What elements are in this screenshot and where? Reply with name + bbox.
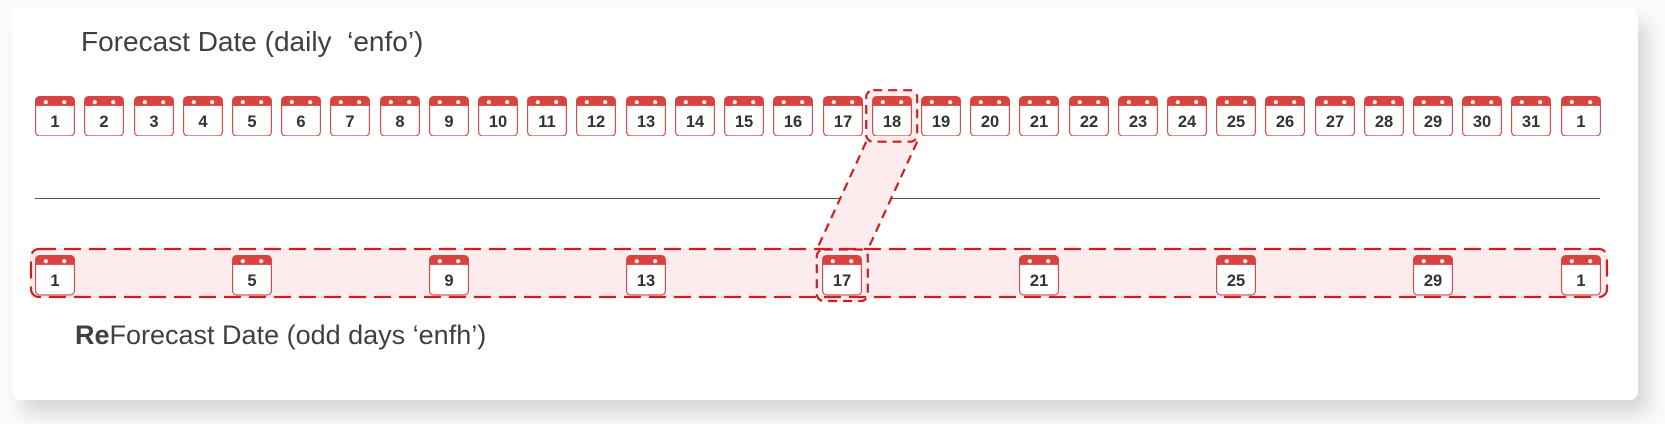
svg-text:2: 2	[100, 113, 109, 131]
svg-text:16: 16	[784, 113, 802, 131]
svg-text:5: 5	[247, 113, 256, 131]
svg-text:1: 1	[1576, 113, 1585, 131]
svg-text:10: 10	[489, 113, 507, 131]
svg-text:20: 20	[981, 113, 999, 131]
svg-text:18: 18	[883, 113, 901, 131]
svg-text:21: 21	[1030, 113, 1048, 131]
svg-text:3: 3	[149, 113, 158, 131]
svg-text:12: 12	[587, 113, 605, 131]
svg-text:19: 19	[932, 113, 950, 131]
svg-text:1: 1	[1576, 272, 1585, 290]
svg-text:23: 23	[1129, 113, 1147, 131]
svg-text:25: 25	[1227, 113, 1245, 131]
svg-text:17: 17	[833, 113, 851, 131]
svg-text:1: 1	[51, 113, 60, 131]
svg-text:15: 15	[735, 113, 753, 131]
svg-text:8: 8	[395, 113, 404, 131]
svg-text:24: 24	[1178, 113, 1197, 131]
svg-text:5: 5	[247, 272, 256, 290]
svg-text:31: 31	[1522, 113, 1540, 131]
svg-text:7: 7	[346, 113, 355, 131]
svg-text:25: 25	[1227, 272, 1245, 290]
svg-text:22: 22	[1079, 113, 1097, 131]
svg-text:13: 13	[636, 113, 654, 131]
svg-text:21: 21	[1030, 272, 1048, 290]
svg-text:14: 14	[686, 113, 705, 131]
svg-text:9: 9	[444, 113, 453, 131]
svg-text:1: 1	[51, 272, 60, 290]
svg-text:29: 29	[1424, 113, 1442, 131]
svg-text:9: 9	[444, 272, 453, 290]
svg-text:4: 4	[198, 113, 208, 131]
svg-text:26: 26	[1276, 113, 1294, 131]
svg-text:29: 29	[1424, 272, 1442, 290]
svg-text:28: 28	[1375, 113, 1393, 131]
svg-text:17: 17	[833, 272, 851, 290]
svg-text:11: 11	[538, 113, 555, 131]
svg-text:6: 6	[297, 113, 306, 131]
svg-text:30: 30	[1473, 113, 1491, 131]
svg-text:27: 27	[1325, 113, 1343, 131]
svg-text:13: 13	[636, 272, 654, 290]
